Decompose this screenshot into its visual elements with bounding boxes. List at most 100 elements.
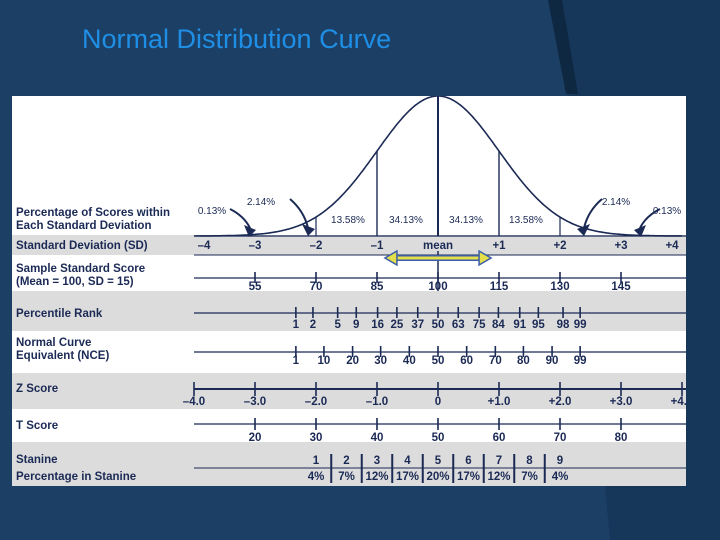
tick-label: +2 [553, 240, 566, 252]
pointer-arrow [229, 208, 251, 229]
tick-label: mean [423, 240, 453, 252]
tick-label: 99 [574, 355, 587, 367]
tick-label: +1.0 [488, 396, 511, 408]
mean-arrowhead-left [383, 249, 398, 267]
tick-label: 60 [460, 355, 473, 367]
row-bands [12, 235, 686, 486]
tick-label: 2 [310, 319, 316, 331]
tick-label: 75 [473, 319, 486, 331]
tick-label: 30 [310, 432, 323, 444]
row-label: Z Score [16, 383, 58, 395]
row-label: Each Standard Deviation [16, 220, 151, 232]
tick-label: +3.0 [610, 396, 633, 408]
curve-percentage-label: 34.13% [389, 215, 423, 226]
tick-label: 16 [371, 319, 384, 331]
tick-label: +4.0 [671, 396, 686, 408]
tick-label: 99 [574, 319, 587, 331]
tick-label: +4 [665, 240, 679, 252]
tick-label: 30 [374, 355, 387, 367]
curve-percentage-label: 0.13% [198, 206, 226, 217]
pointer-arrow [289, 198, 309, 229]
tick-label: –2 [310, 240, 323, 252]
pointer-arrowhead [577, 224, 590, 236]
tick-label: 70 [554, 432, 567, 444]
stanine-number: 3 [374, 455, 380, 467]
stanine-number: 2 [343, 455, 349, 467]
stanine-percentage: 17% [396, 471, 419, 483]
tick-label: 50 [432, 432, 445, 444]
mean-arrowhead-right [478, 249, 493, 267]
pointer-arrowhead [634, 225, 646, 237]
tick-label: 1 [293, 355, 300, 367]
row-label: Standard Deviation (SD) [16, 240, 148, 252]
curve-percentage-label: 34.13% [449, 215, 483, 226]
tick-label: –4 [198, 240, 211, 252]
tick-label: 10 [318, 355, 331, 367]
tick-label: 40 [371, 432, 384, 444]
tick-label: 80 [517, 355, 530, 367]
row-band [12, 291, 686, 331]
curve-percentage-label: 13.58% [509, 215, 543, 226]
tick-label: 1 [293, 319, 300, 331]
row-texts: 0.13% 2.14% 13.58% 34.13% 34.13% 13.58% 2.14% 0… [16, 197, 686, 483]
mean-range-arrow [383, 249, 493, 267]
tick-label: 63 [452, 319, 465, 331]
stanine-percentage: 4% [552, 471, 569, 483]
stanine-number: 5 [435, 455, 442, 467]
tick-label: 20 [249, 432, 262, 444]
stanine-number: 1 [313, 455, 320, 467]
tick-label: +2.0 [549, 396, 572, 408]
stanine-number: 6 [465, 455, 471, 467]
row-band [12, 442, 686, 486]
curve-percentage-label: 0.13% [653, 206, 681, 217]
curve-percentage-label: 13.58% [331, 215, 365, 226]
distribution-panel: 0.13% 2.14% 13.58% 34.13% 34.13% 13.58% 2.14% 0… [12, 96, 686, 486]
tick-label: 50 [432, 355, 445, 367]
stanine-number: 9 [557, 455, 563, 467]
row-band [12, 235, 686, 255]
row-label: T Score [16, 420, 58, 432]
tick-label: –3.0 [244, 396, 266, 408]
tick-label: 5 [334, 319, 341, 331]
stanine-number: 7 [496, 455, 502, 467]
stanine-percentage: 12% [487, 471, 510, 483]
tick-label: –3 [249, 240, 262, 252]
tick-label: 145 [611, 281, 631, 293]
tick-label: 91 [513, 319, 526, 331]
tick-label: 40 [403, 355, 416, 367]
tick-label: 90 [546, 355, 559, 367]
tick-label: 55 [249, 281, 262, 293]
stanine-percentage: 20% [426, 471, 449, 483]
tick-label: 115 [490, 281, 509, 293]
row-label: Percentage in Stanine [16, 471, 136, 483]
tick-label: 100 [428, 281, 447, 293]
curve-percentage-label: 2.14% [602, 197, 630, 208]
axis-ticks [193, 272, 683, 483]
tick-label: 80 [615, 432, 628, 444]
stanine-percentage: 7% [521, 471, 538, 483]
curve-percentage-label: 2.14% [247, 197, 275, 208]
tick-label: 0 [435, 396, 441, 408]
row-label: Percentile Rank [16, 308, 103, 320]
pointer-arrowhead [302, 224, 315, 236]
tick-label: 9 [353, 319, 359, 331]
stanine-percentage: 4% [308, 471, 325, 483]
pointer-arrow [583, 198, 603, 229]
stanine-percentage: 12% [365, 471, 388, 483]
tick-label: 25 [390, 319, 403, 331]
tick-label: 70 [310, 281, 323, 293]
tick-label: 50 [432, 319, 445, 331]
normal-distribution-chart: 0.13% 2.14% 13.58% 34.13% 34.13% 13.58% 2.14% 0… [12, 96, 686, 486]
row-label: Stanine [16, 454, 58, 466]
tick-label: 20 [346, 355, 359, 367]
row-label: (Mean = 100, SD = 15) [16, 276, 134, 288]
row-label: Sample Standard Score [16, 263, 145, 275]
tick-label: +3 [614, 240, 627, 252]
tick-label: 130 [550, 281, 569, 293]
tick-label: 98 [557, 319, 570, 331]
stanine-percentage: 7% [338, 471, 355, 483]
row-band [12, 373, 686, 409]
row-label: Percentage of Scores within [16, 207, 170, 219]
tick-label: –2.0 [305, 396, 327, 408]
pointer-arrowhead [244, 225, 256, 237]
